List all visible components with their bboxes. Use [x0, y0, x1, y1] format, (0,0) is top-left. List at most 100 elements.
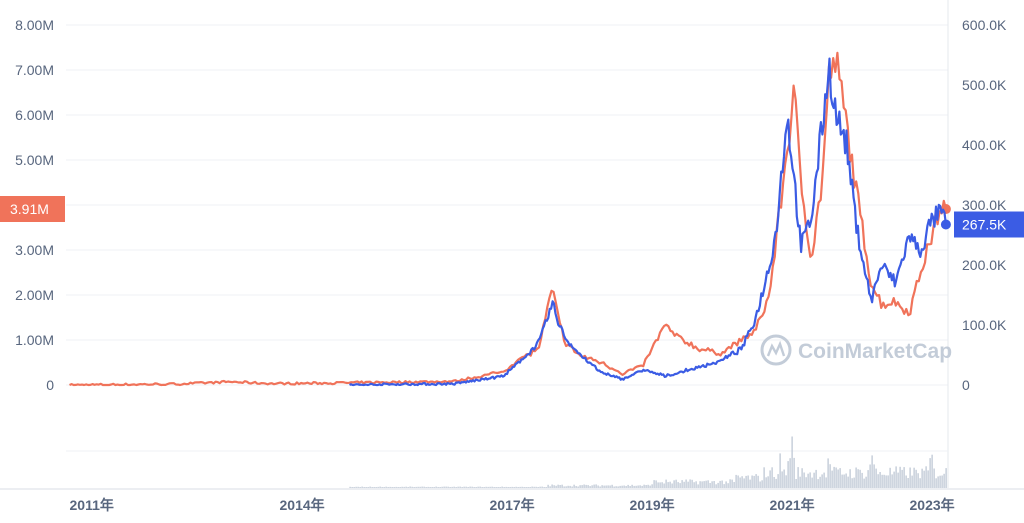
left-tick-label: 0 [46, 377, 54, 393]
volume-bar [367, 487, 369, 488]
volume-bar [831, 470, 833, 488]
volume-bar [811, 477, 813, 488]
volume-bar [365, 487, 367, 488]
volume-bar [437, 487, 439, 488]
volume-bar [401, 486, 403, 488]
right-tick-label: 500.0K [962, 77, 1007, 93]
volume-bar [553, 485, 555, 488]
volume-bar [561, 484, 563, 488]
volume-bar [929, 458, 931, 488]
volume-bar [793, 457, 795, 488]
right-tick-label: 200.0K [962, 257, 1007, 273]
volume-bar [773, 477, 775, 488]
volume-bar [443, 486, 445, 488]
volume-bar [421, 486, 423, 488]
volume-bar [729, 479, 731, 488]
volume-bar [945, 468, 947, 488]
current-value-badges: 3.91M 267.5K [0, 196, 1024, 238]
volume-bar [615, 486, 617, 488]
volume-bar [395, 486, 397, 488]
watermark-text: CoinMarketCap [798, 340, 952, 363]
volume-bar [557, 484, 559, 488]
volume-bar [407, 487, 409, 488]
volume-bar [749, 479, 751, 488]
volume-bar [453, 486, 455, 488]
right-tick-label: 0 [962, 377, 970, 393]
volume-bar [713, 481, 715, 488]
volume-bar [551, 484, 553, 488]
volume-bar [431, 487, 433, 488]
left-current-value: 3.91M [10, 201, 49, 217]
volume-bar [815, 469, 817, 488]
volume-bar [901, 469, 903, 488]
volume-bar [695, 481, 697, 488]
volume-bar [651, 484, 653, 488]
volume-bar [833, 466, 835, 488]
volume-bar [491, 486, 493, 488]
volume-bar [555, 485, 557, 488]
volume-bar [899, 466, 901, 488]
volume-bar [515, 486, 517, 488]
volume-bar [559, 485, 561, 488]
volume-bar [819, 476, 821, 488]
volume-bar [459, 486, 461, 488]
x-axis-ticks: 2011年 2014年 2017年 2019年 2021年 2023年 [70, 497, 955, 513]
volume-bar [737, 475, 739, 488]
volume-bar [519, 486, 521, 488]
volume-bar [477, 486, 479, 488]
series-line-right [349, 57, 947, 387]
volume-bar [577, 486, 579, 488]
volume-bar [865, 476, 867, 488]
volume-bar [433, 487, 435, 488]
volume-bar [667, 482, 669, 488]
volume-bar [939, 475, 941, 488]
volume-bar [579, 485, 581, 488]
volume-bar [619, 485, 621, 488]
volume-bar [489, 486, 491, 488]
volume-bar [761, 480, 763, 488]
volume-bar [889, 467, 891, 488]
volume-bar [839, 468, 841, 488]
volume-bars [349, 436, 947, 488]
volume-bar [623, 485, 625, 488]
volume-bar [757, 475, 759, 488]
volume-bar [883, 474, 885, 488]
volume-bar [609, 485, 611, 488]
volume-bar [777, 474, 779, 488]
volume-bar [721, 480, 723, 488]
volume-bar [735, 474, 737, 488]
volume-bar [755, 474, 757, 488]
volume-bar [629, 486, 631, 488]
volume-bar [429, 487, 431, 488]
left-tick-label: 2.00M [15, 287, 54, 303]
volume-bar [547, 484, 549, 488]
coinmarketcap-logo-icon [760, 334, 792, 366]
volume-bar [763, 467, 765, 488]
volume-bar [581, 485, 583, 488]
left-tick-label: 1.00M [15, 332, 54, 348]
volume-bar [473, 487, 475, 488]
volume-bar [383, 487, 385, 488]
volume-bar [903, 467, 905, 488]
volume-bar [897, 472, 899, 488]
volume-bar [625, 486, 627, 488]
volume-bar [371, 487, 373, 488]
volume-bar [791, 436, 793, 488]
volume-bar [817, 479, 819, 488]
volume-bar [783, 469, 785, 488]
volume-bar [923, 470, 925, 488]
volume-bar [779, 453, 781, 488]
volume-bar [681, 480, 683, 488]
volume-bar [573, 484, 575, 488]
volume-bar [661, 482, 663, 488]
volume-bar [645, 485, 647, 488]
volume-bar [631, 484, 633, 488]
volume-bar [907, 478, 909, 488]
right-current-badge [954, 211, 1024, 238]
volume-bar [849, 469, 851, 488]
volume-bar [869, 464, 871, 488]
volume-bar [543, 487, 545, 488]
volume-bar [517, 487, 519, 488]
volume-bar [507, 487, 509, 488]
